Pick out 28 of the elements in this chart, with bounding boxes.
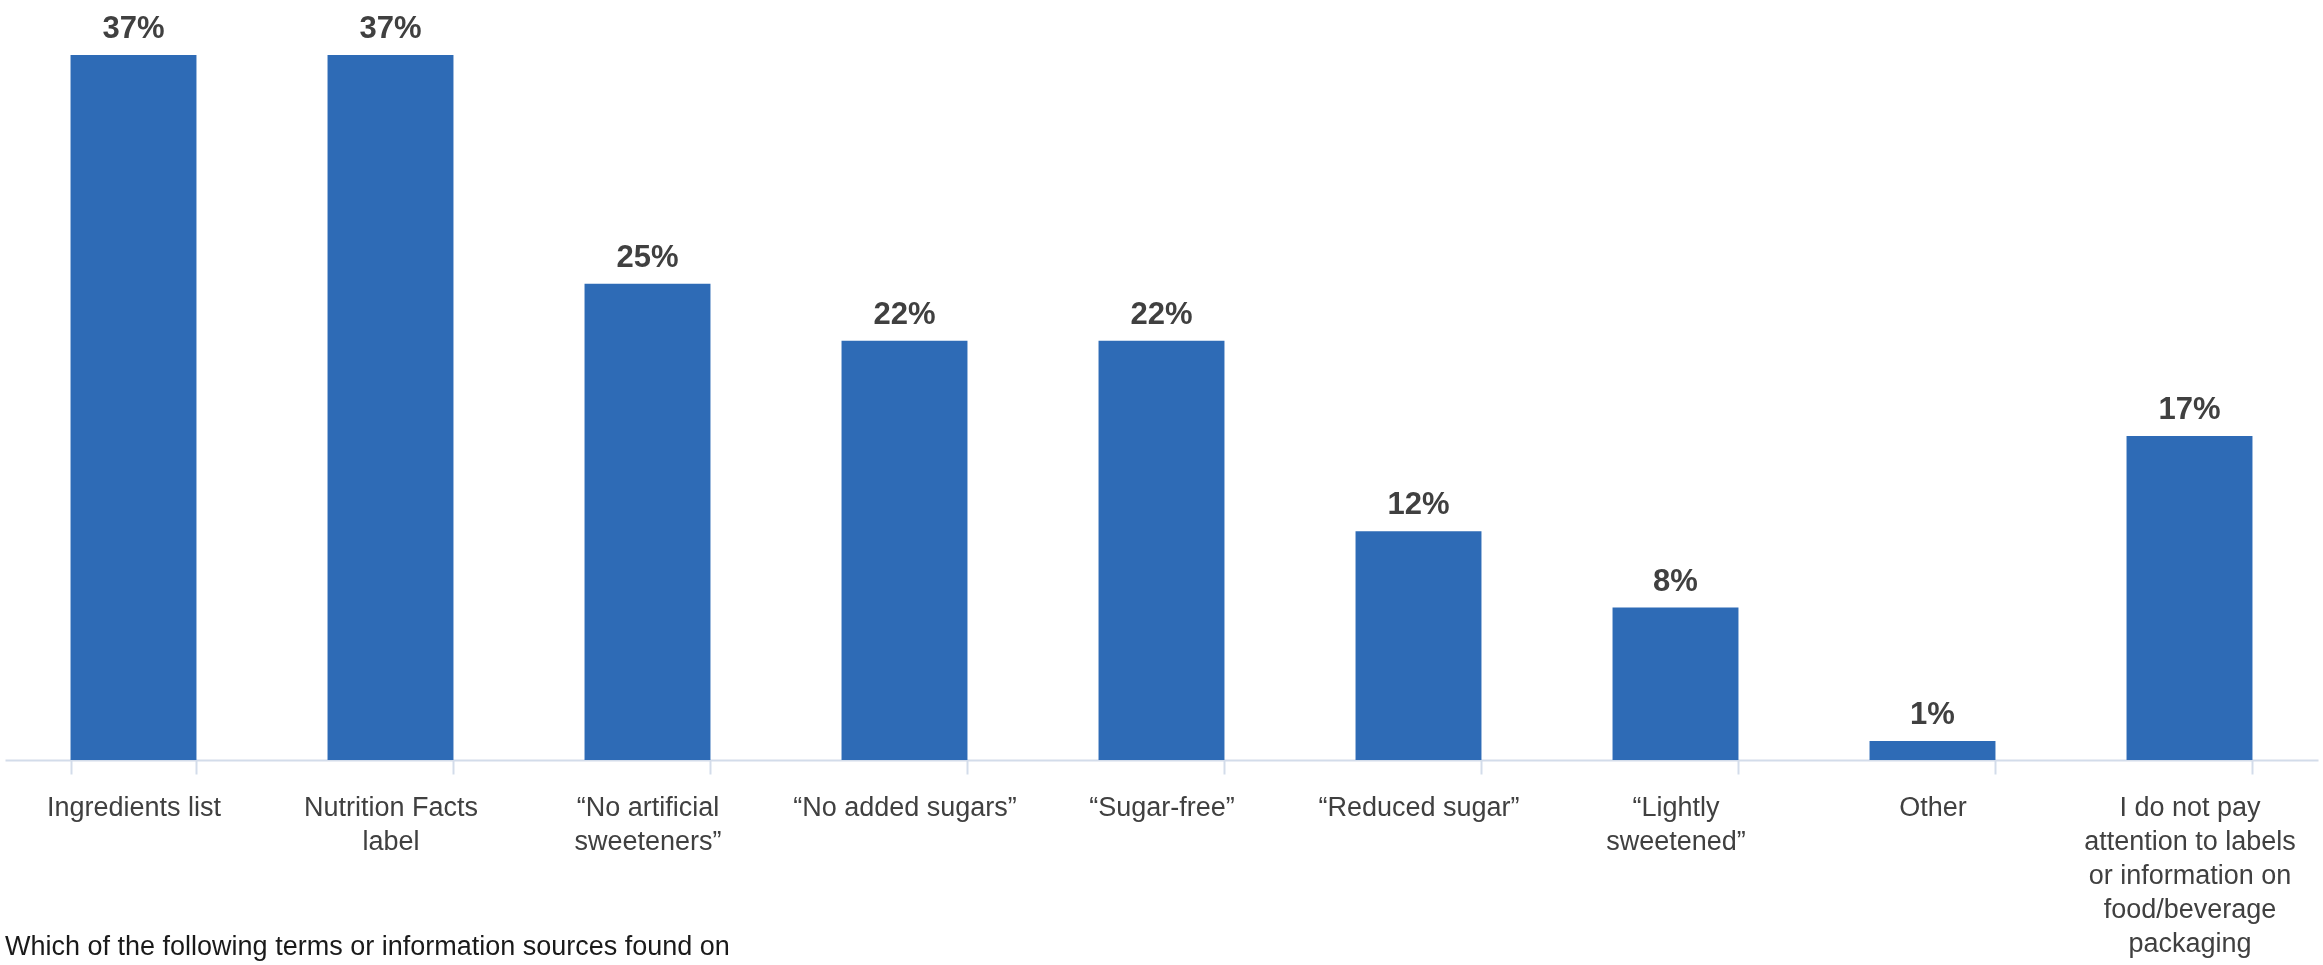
bar <box>841 340 968 760</box>
data-label: 22% <box>873 295 936 331</box>
x-tick-label: “Sugar-free” <box>1089 791 1235 822</box>
data-label: 37% <box>102 10 165 45</box>
bar <box>584 283 711 760</box>
bar <box>2126 436 2253 760</box>
data-label: 8% <box>1653 562 1698 598</box>
x-tick-label: “No artificial sweeteners” <box>574 791 722 856</box>
x-tick-label: Ingredients list <box>46 791 222 822</box>
data-label: 25% <box>616 238 679 274</box>
bar <box>70 55 197 760</box>
x-tick-label: “Lightly sweetened” <box>1606 791 1746 856</box>
data-label: 17% <box>2158 391 2221 427</box>
x-tick-label: I do not pay attention to labels or information on food/beverage packaging <box>2084 791 2296 958</box>
data-label: 1% <box>1910 695 1955 731</box>
x-tick-label: Other <box>1899 791 1967 822</box>
data-label: 37% <box>359 10 422 45</box>
bar <box>1612 607 1739 760</box>
data-label: 12% <box>1387 486 1450 522</box>
bar <box>1355 531 1482 760</box>
text: Which of the following terms or information sources found on <box>5 931 730 961</box>
bar <box>327 55 454 760</box>
bar <box>1869 740 1996 760</box>
bar <box>1098 340 1225 760</box>
data-label: 22% <box>1130 295 1193 331</box>
x-tick-label: Nutrition Facts label <box>303 791 479 856</box>
x-tick-label: “No added sugars” <box>793 791 1017 822</box>
x-tick-label: “Reduced sugar” <box>1318 791 1520 822</box>
